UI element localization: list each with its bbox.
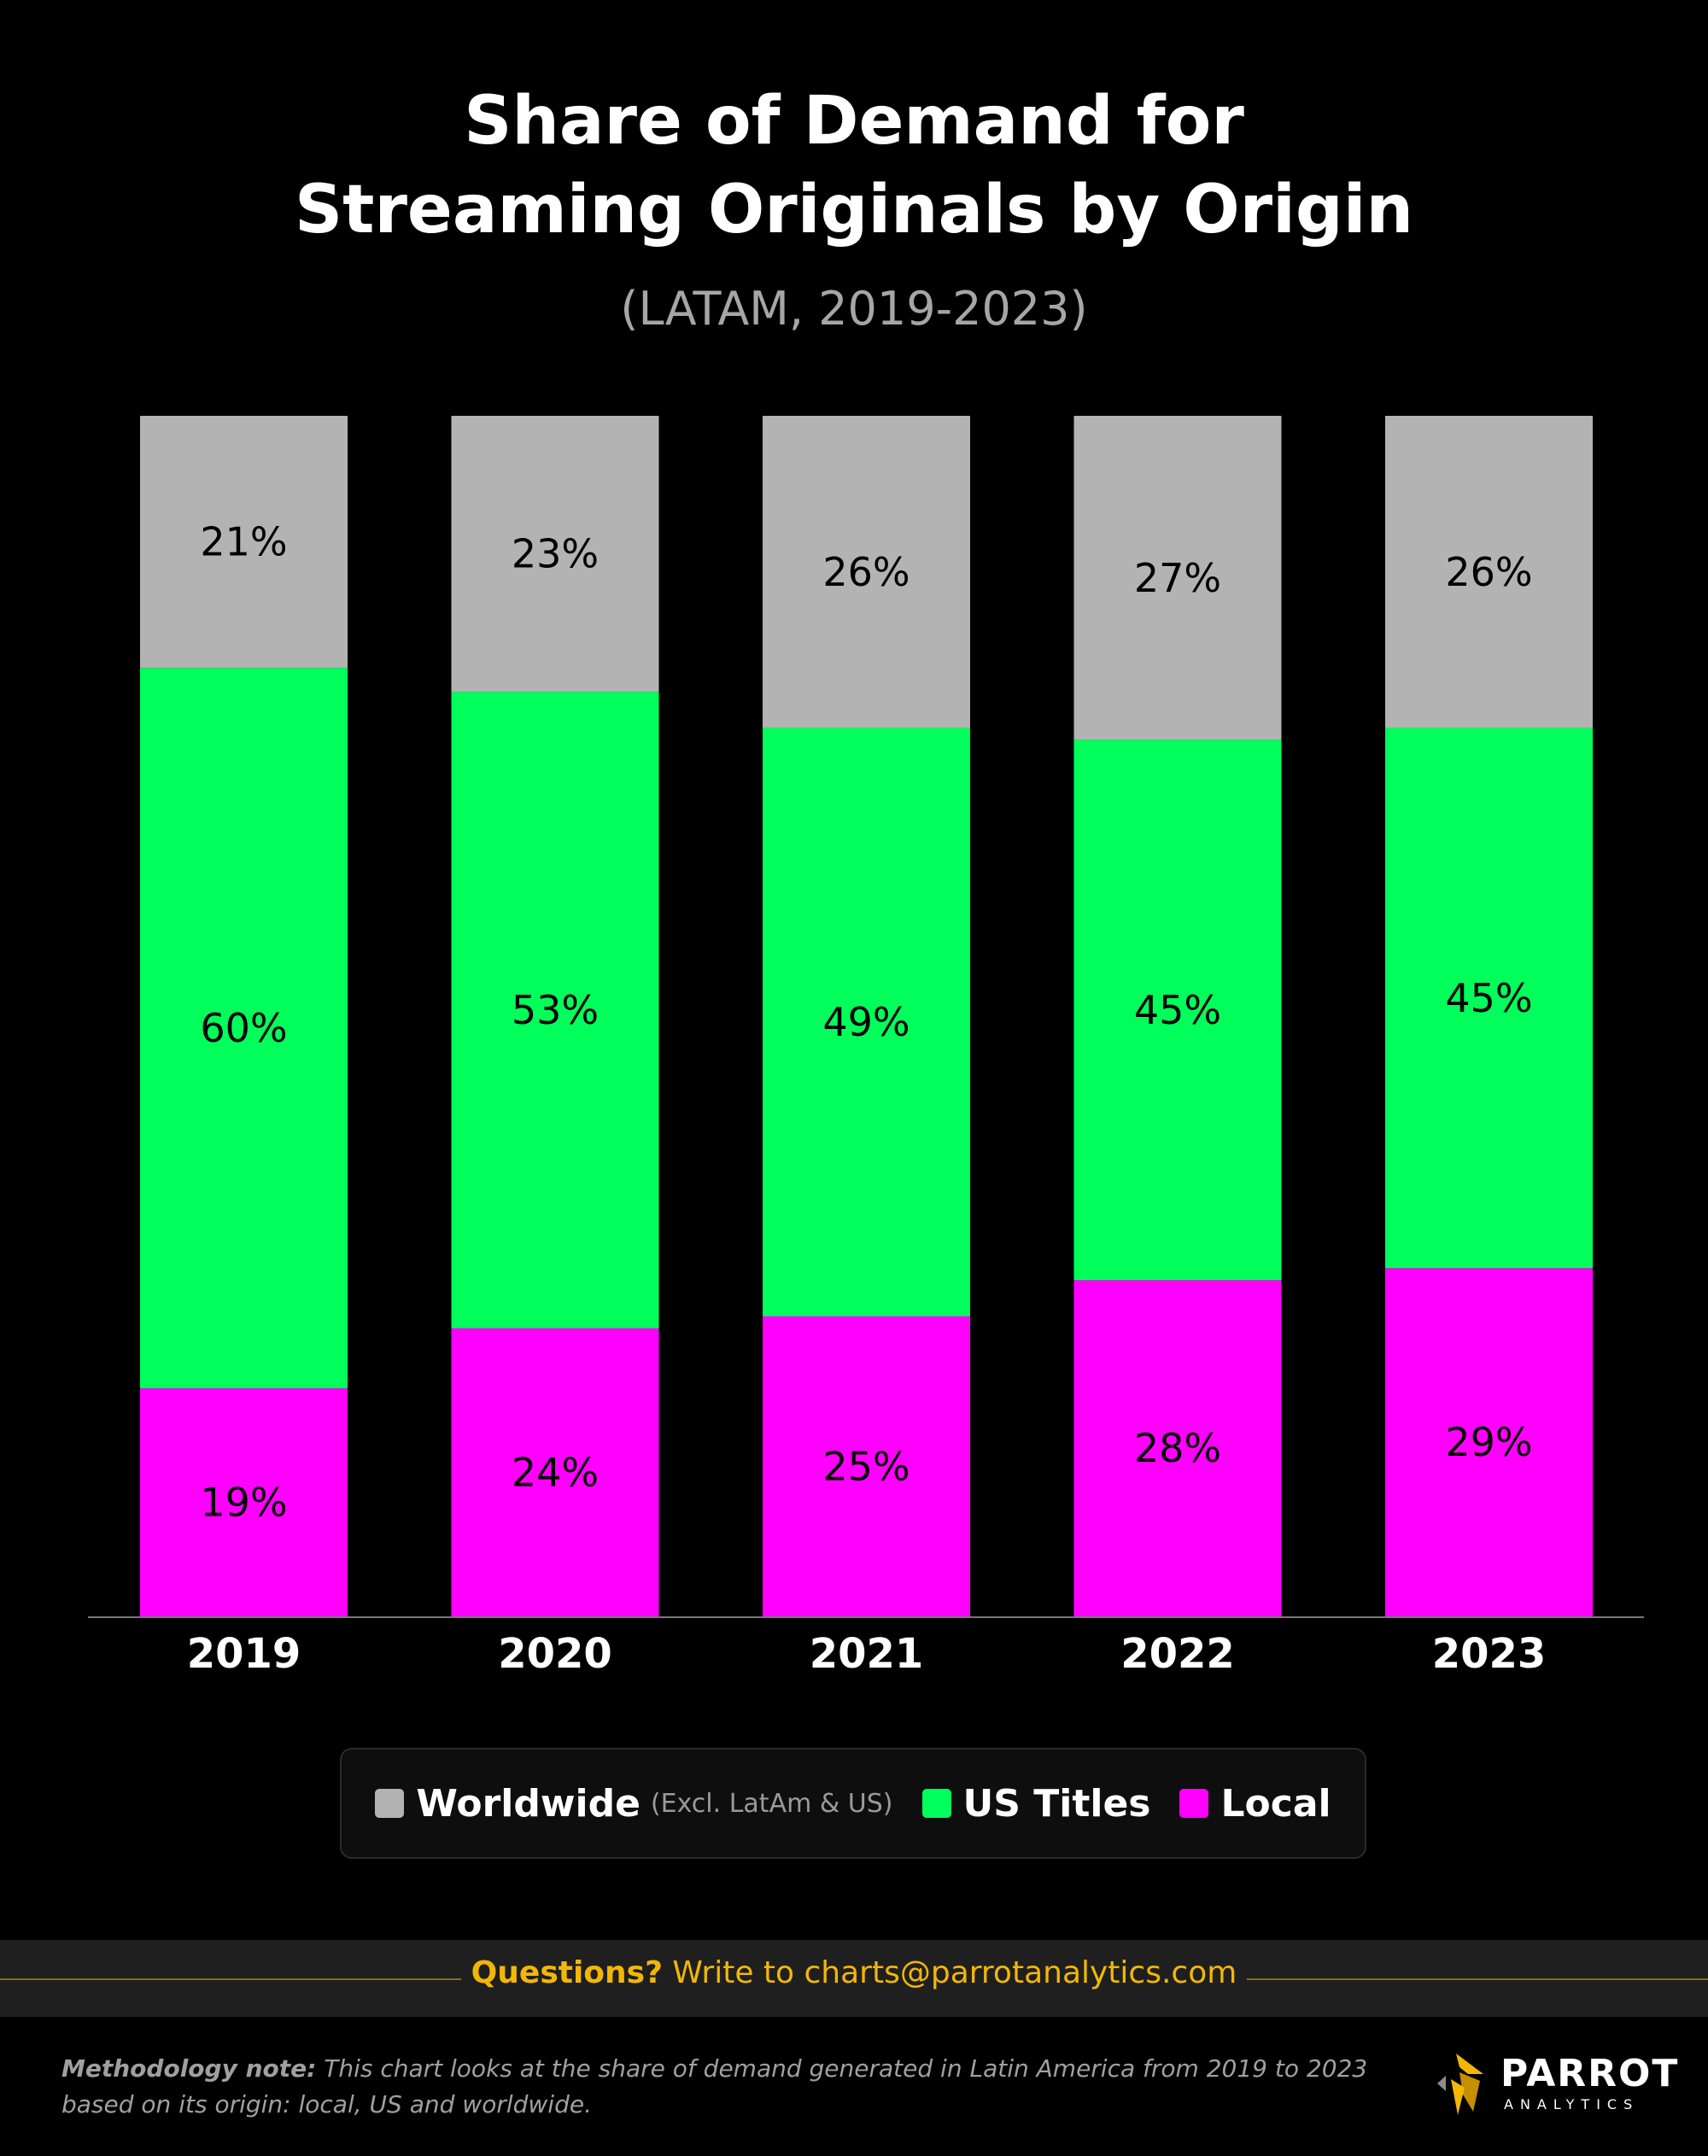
x-tick-label-2022: 2022: [1120, 1630, 1235, 1678]
parrot-logo-icon: [1437, 2054, 1483, 2115]
data-label-local-2020: 24%: [512, 1449, 599, 1495]
bar-segment-worldwide-2022: [1073, 416, 1282, 740]
x-tick-label-2023: 2023: [1432, 1630, 1547, 1678]
legend-label-worldwide: Worldwide: [416, 1781, 640, 1826]
logo-subtitle: ANALYTICS: [1504, 2096, 1640, 2112]
chart-title-line-2: Streaming Originals by Origin: [294, 172, 1413, 248]
methodology-label: Methodology note:: [61, 2054, 317, 2083]
bar-segment-worldwide-2020: [451, 416, 659, 692]
x-tick-label-2020: 2020: [498, 1630, 612, 1678]
data-label-worldwide-2019: 21%: [200, 519, 287, 565]
bar-segment-worldwide-2021: [763, 416, 970, 728]
parrot-analytics-logo: PARROT ANALYTICS: [1430, 2045, 1677, 2122]
legend-item-worldwide: Worldwide (Excl. LatAm & US): [375, 1781, 893, 1826]
footer-question: Questions?: [471, 1955, 663, 1990]
footer-contact: Questions? Write to charts@parrotanalyti…: [0, 1955, 1708, 1990]
chart-title-line-1: Share of Demand for: [464, 83, 1244, 160]
legend-item-us-titles: US Titles: [921, 1781, 1151, 1826]
bar-segment-us-titles-2021: [763, 727, 970, 1317]
data-label-us-titles-2019: 60%: [200, 1005, 287, 1051]
x-tick-label-2021: 2021: [810, 1630, 924, 1678]
data-label-us-titles-2020: 53%: [512, 987, 599, 1033]
legend-item-local: Local: [1179, 1782, 1331, 1826]
bar-segment-worldwide-2019: [140, 416, 348, 669]
legend: Worldwide (Excl. LatAm & US) US Titles L…: [340, 1748, 1366, 1859]
bar-segment-local-2022: [1073, 1280, 1282, 1616]
legend-swatch-local: [1179, 1789, 1209, 1818]
logo-wordmark: PARROT: [1500, 2052, 1680, 2095]
data-label-local-2023: 29%: [1445, 1419, 1532, 1465]
legend-swatch-worldwide: [375, 1789, 405, 1818]
chart-title: Share of Demand for Streaming Originals …: [0, 77, 1708, 254]
bar-segment-us-titles-2023: [1385, 727, 1593, 1269]
stacked-bar-chart: 19% 60% 21% 2019 24% 53% 23% 2020 25% 49% 26% 2021 2…: [88, 416, 1644, 1678]
data-label-local-2022: 28%: [1134, 1425, 1221, 1471]
footer-rule-right: [1247, 1978, 1708, 1980]
data-label-worldwide-2021: 26%: [822, 549, 910, 595]
bar-segment-local-2021: [763, 1316, 970, 1616]
methodology-note: Methodology note: This chart looks at th…: [61, 2051, 1394, 2123]
legend-label-us-titles: US Titles: [962, 1781, 1151, 1826]
chart-subtitle: (LATAM, 2019-2023): [620, 282, 1088, 336]
data-label-local-2021: 25%: [822, 1443, 910, 1489]
data-label-us-titles-2022: 45%: [1134, 987, 1221, 1033]
methodology-text: This chart looks at the share of demand …: [61, 2054, 1368, 2118]
data-label-local-2019: 19%: [200, 1479, 287, 1525]
footer-contact-band: Questions? Write to charts@parrotanalyti…: [0, 1940, 1708, 2017]
footer-contact-email[interactable]: Write to charts@parrotanalytics.com: [672, 1955, 1237, 1990]
bar-segment-local-2023: [1385, 1268, 1593, 1616]
data-label-worldwide-2023: 26%: [1445, 549, 1532, 595]
data-label-us-titles-2021: 49%: [822, 999, 910, 1045]
bar-segment-local-2020: [451, 1328, 659, 1616]
data-label-us-titles-2023: 45%: [1445, 975, 1532, 1021]
bar-segment-us-titles-2022: [1073, 739, 1282, 1281]
bar-segment-local-2019: [140, 1388, 348, 1616]
data-label-worldwide-2022: 27%: [1134, 555, 1221, 601]
bar-segment-us-titles-2020: [451, 692, 659, 1329]
bar-segment-worldwide-2023: [1385, 416, 1593, 728]
footer-rule-left: [0, 1978, 461, 1980]
legend-label-local: Local: [1220, 1781, 1331, 1826]
x-tick-label-2019: 2019: [187, 1630, 301, 1678]
legend-note-worldwide: (Excl. LatAm & US): [650, 1788, 893, 1819]
data-label-worldwide-2020: 23%: [512, 531, 599, 577]
legend-swatch-us-titles: [921, 1789, 951, 1818]
bar-segment-us-titles-2019: [140, 668, 348, 1388]
